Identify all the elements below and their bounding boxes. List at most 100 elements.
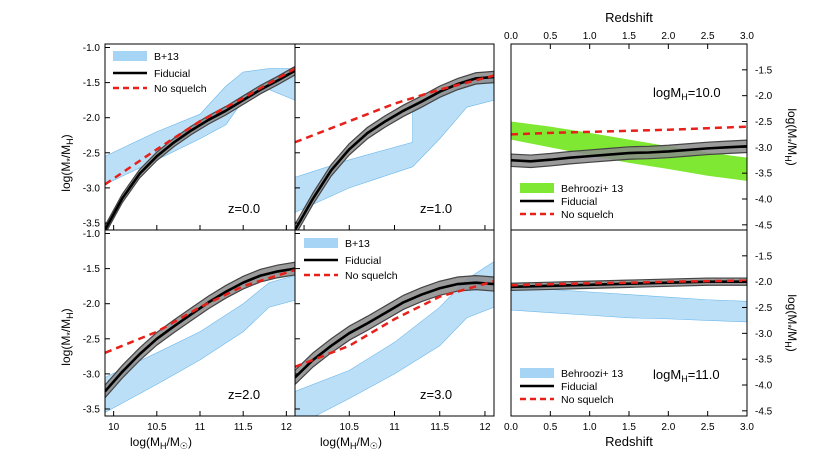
y-tick-label: -1.5 bbox=[755, 65, 773, 76]
legend-swatch-b13 bbox=[304, 238, 338, 248]
y-tick-label: -1.5 bbox=[83, 264, 101, 275]
y-tick-label: -3.5 bbox=[83, 404, 101, 415]
x-tick-label: 0.5 bbox=[543, 31, 557, 42]
x-tick-label: 2.5 bbox=[701, 422, 715, 433]
panel-label-z1: z=1.0 bbox=[420, 201, 452, 216]
y-tick-label: -2.5 bbox=[755, 117, 773, 128]
legend-label-nosquelch: No squelch bbox=[154, 83, 207, 95]
legend-logmh10: Behroozi+ 13 Fiducial No squelch bbox=[520, 183, 623, 221]
legend-label-behroozi: Behroozi+ 13 bbox=[561, 183, 623, 195]
y-tick-label: -4.0 bbox=[755, 381, 773, 392]
y-tick-label: -3.5 bbox=[83, 218, 101, 229]
xlabel-bottom-right: Redshift bbox=[605, 434, 653, 449]
no-squelch-line bbox=[105, 268, 295, 354]
panel-logmh11 bbox=[511, 277, 747, 323]
y-tick-label: -3.0 bbox=[83, 369, 101, 380]
fiducial-line bbox=[105, 69, 295, 230]
x-tick-label: 11.5 bbox=[430, 422, 449, 433]
legend-label-fiducial: Fiducial bbox=[345, 255, 381, 267]
legend-logmh11: Behroozi+ 13 Fiducial No squelch bbox=[520, 368, 623, 406]
no-squelch-line bbox=[105, 67, 295, 186]
y-tick-label: -2.0 bbox=[755, 91, 773, 102]
x-tick-label: 12 bbox=[281, 422, 293, 433]
fiducial-line bbox=[295, 281, 494, 379]
legend-label-b13: B+13 bbox=[154, 51, 179, 63]
x-tick-label: 2.5 bbox=[701, 31, 715, 42]
no-squelch-line bbox=[295, 280, 494, 369]
panel-label-logmh10: logMH=10.0 bbox=[653, 85, 721, 102]
panel-label-z2: z=2.0 bbox=[228, 387, 260, 402]
x-tick-label: 1.0 bbox=[583, 31, 597, 42]
legend-label-nosquelch: No squelch bbox=[561, 209, 614, 221]
ylabel-bottom-right: log(M*/MH) bbox=[783, 294, 799, 351]
panel-z2 bbox=[105, 261, 295, 413]
panel-label-z3: z=3.0 bbox=[420, 387, 452, 402]
y-tick-label: -1.0 bbox=[83, 43, 101, 54]
x-tick-label: 1.5 bbox=[622, 31, 636, 42]
axis-ticks: -3.5 -3.0 -2.5 -2.0 -1.5 -1.0 -3.5 -3.0 -2.5 -2.0… bbox=[83, 31, 773, 433]
x-tick-label: 2.0 bbox=[661, 31, 675, 42]
fiducial-scatter-band bbox=[295, 70, 494, 230]
band-b-13 bbox=[105, 275, 295, 413]
legend-label-nosquelch: No squelch bbox=[561, 394, 614, 406]
fiducial-line bbox=[511, 145, 747, 163]
legend-label-fiducial: Fiducial bbox=[561, 381, 597, 393]
panel-z0 bbox=[105, 65, 295, 230]
x-tick-label: 1.0 bbox=[583, 422, 597, 433]
fiducial-line bbox=[295, 75, 494, 230]
x-tick-label: 3.0 bbox=[740, 422, 754, 433]
x-tick-label: 1.5 bbox=[622, 422, 636, 433]
xlabel-right: log(MH/M☉) bbox=[320, 435, 382, 451]
legend-swatch-behroozi bbox=[520, 368, 554, 378]
panel-z3 bbox=[295, 261, 494, 416]
band-behroozi-13 bbox=[511, 286, 747, 323]
no-squelch-line bbox=[295, 74, 494, 144]
x-tick-label: 10.5 bbox=[147, 422, 167, 433]
x-tick-label: 0.0 bbox=[504, 31, 518, 42]
x-tick-label: 0.0 bbox=[504, 422, 518, 433]
ylabel-bottom-left: log(M*/MH) bbox=[59, 308, 75, 365]
legend-label-fiducial: Fiducial bbox=[154, 68, 190, 80]
y-tick-label: -2.0 bbox=[755, 277, 773, 288]
x-tick-label: 11 bbox=[389, 422, 400, 433]
panel-label-z0: z=0.0 bbox=[228, 201, 260, 216]
y-tick-label: -1.5 bbox=[83, 78, 101, 89]
legend-label-b13: B+13 bbox=[345, 238, 370, 250]
legend-label-behroozi: Behroozi+ 13 bbox=[561, 368, 623, 380]
legend-label-nosquelch: No squelch bbox=[345, 270, 398, 282]
no-squelch-line bbox=[511, 279, 747, 287]
x-tick-label: 11 bbox=[195, 422, 206, 433]
band-b-13 bbox=[295, 75, 494, 213]
no-squelch-line bbox=[511, 125, 747, 136]
y-tick-label: -3.0 bbox=[755, 143, 773, 154]
x-tick-label: 3.0 bbox=[740, 31, 754, 42]
xlabel-top-right: Redshift bbox=[605, 10, 653, 25]
y-tick-label: -2.5 bbox=[755, 303, 773, 314]
legend-z3: B+13 Fiducial No squelch bbox=[304, 238, 398, 282]
panel-logmh10 bbox=[511, 121, 747, 181]
legend-swatch-behroozi bbox=[520, 183, 554, 193]
panel-z1 bbox=[295, 70, 494, 230]
x-tick-label: 12 bbox=[479, 422, 491, 433]
legend-label-fiducial: Fiducial bbox=[561, 196, 597, 208]
panel-label-logmh11: logMH=11.0 bbox=[653, 367, 720, 384]
x-tick-label: 2.0 bbox=[661, 422, 675, 433]
y-tick-label: -4.5 bbox=[755, 406, 773, 417]
y-tick-label: -2.0 bbox=[83, 113, 101, 124]
x-tick-label: 11.5 bbox=[234, 422, 253, 433]
x-tick-label: 10.5 bbox=[340, 422, 360, 433]
y-tick-label: -2.5 bbox=[83, 334, 101, 345]
y-tick-label: -2.0 bbox=[83, 299, 101, 310]
x-tick-label: 0.5 bbox=[543, 422, 557, 433]
band-b-13 bbox=[295, 261, 494, 416]
y-tick-label: -2.5 bbox=[83, 148, 101, 159]
ylabel-top-left: log(M*/MH) bbox=[59, 134, 75, 191]
fiducial-scatter-band bbox=[105, 261, 295, 399]
fiducial-line bbox=[105, 267, 295, 393]
y-tick-label: -3.5 bbox=[755, 169, 773, 180]
xlabel-left: log(MH/M☉) bbox=[130, 435, 192, 451]
y-tick-label: -3.5 bbox=[755, 355, 773, 366]
x-tick-label: 10 bbox=[108, 422, 120, 433]
legend-swatch-b13 bbox=[113, 51, 147, 61]
